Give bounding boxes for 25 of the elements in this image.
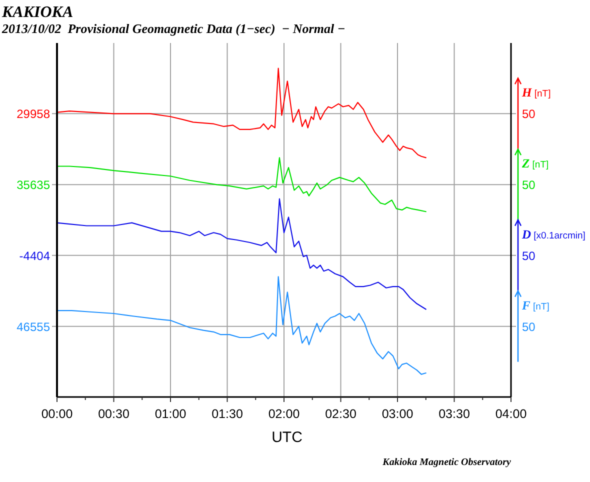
text: 35635 [16,178,50,192]
text: 50 [522,248,536,263]
text: -4404 [19,248,50,263]
x-axis-title: UTC [272,429,303,446]
x-tick-label: 00:00 [41,407,73,421]
x-tick-label: 03:30 [438,407,470,421]
text: Kakioka Magnetic Observatory [382,457,512,468]
text: 50 [522,178,536,192]
x-tick-label: 02:00 [268,407,300,421]
x-tick-label: 03:00 [382,407,414,421]
text: 46555 [16,320,50,334]
legend-label: H [nT] [521,86,551,100]
x-tick-label: 01:00 [154,407,186,421]
text: 29958 [16,107,50,122]
legend-label: Z [nT] [521,156,549,171]
x-tick-label: 04:00 [495,407,527,421]
text: 50 [522,320,536,334]
x-tick-label: 01:30 [212,407,243,421]
chart-title: KAKIOKA [1,4,74,21]
legend-label: F [nT] [521,298,550,312]
chart-subtitle: 2013/10/02 Provisional Geomagnetic Data (1−sec) − Normal − [1,21,346,36]
text: 50 [522,107,536,122]
legend-label: D [x0.1arcmin] [521,227,586,242]
x-tick-label: 00:30 [98,407,130,421]
x-tick-label: 02:30 [325,407,356,421]
